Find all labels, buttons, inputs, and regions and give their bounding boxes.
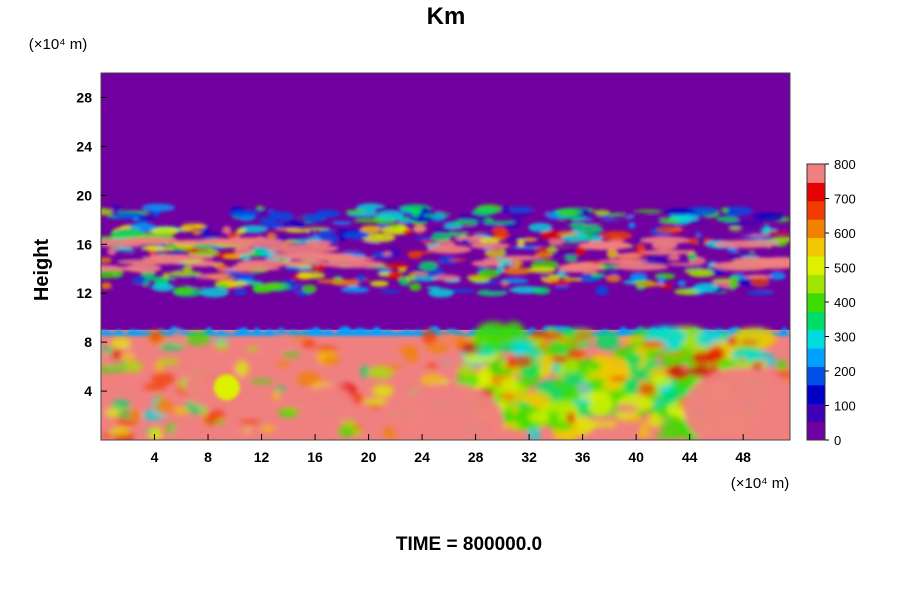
colorbar-swatch [807,403,825,423]
y-tick-label: 16 [76,236,92,252]
x-tick-label: 8 [204,449,212,465]
colorbar-swatch [807,237,825,257]
colorbar-swatch [807,256,825,275]
y-tick-label: 12 [76,285,92,301]
colorbar-tick-label: 500 [834,261,856,276]
y-tick-label: 4 [84,383,92,399]
colorbar-tick-label: 600 [834,226,856,241]
km-field [101,203,790,440]
colorbar-swatch [807,384,825,404]
plot-area [101,73,790,440]
colorbar-tick-label: 800 [834,157,856,172]
y-axis-label: Height [31,239,53,302]
chart-title: Km [427,3,466,30]
colorbar-tick-label: 0 [834,433,841,448]
x-tick-label: 48 [735,449,751,465]
plot-frame [100,72,791,441]
y-tick-label: 28 [76,89,92,105]
colorbar-swatch [807,200,825,220]
x-tick-label: 4 [151,449,159,465]
lower-layer-eddies [101,321,790,440]
x-tick-label: 40 [628,449,644,465]
y-tick-label: 20 [76,187,92,203]
colorbar-tick-label: 700 [834,192,856,207]
colorbar-swatch [807,366,825,386]
colorbar-tick-label: 100 [834,399,856,414]
time-label: TIME = 800000.0 [396,534,542,555]
colorbar-tick-label: 400 [834,295,856,310]
colorbar-swatch [807,219,825,239]
y-tick-label: 24 [76,138,92,154]
lower-layer-edge [101,326,790,336]
x-tick-label: 12 [254,449,270,465]
x-tick-label: 16 [307,449,323,465]
x-axis: 4 8 12 16 20 24 28 32 36 40 44 48 [151,434,751,465]
x-tick-label: 24 [414,449,430,465]
colorbar-swatch [807,274,825,294]
colorbar-swatch [807,348,825,367]
y-unit-label: (×10⁴ m) [29,36,88,53]
x-tick-label: 28 [468,449,484,465]
colorbar-swatch [807,421,825,441]
colorbar-tick-label: 300 [834,330,856,345]
colorbar-swatch [807,164,825,183]
x-unit-label: (×10⁴ m) [731,475,790,492]
colorbar-swatch [807,311,825,331]
y-tick-label: 8 [84,334,92,350]
upper-layer [101,203,790,298]
eddy-core [213,374,240,401]
colorbar: 0 100 200 300 400 500 600 700 800 [806,157,856,448]
x-tick-label: 20 [361,449,377,465]
lower-layer [101,321,790,440]
x-tick-label: 36 [575,449,591,465]
x-tick-label: 32 [521,449,537,465]
colorbar-tick-label: 200 [834,364,856,379]
colorbar-swatch [807,292,825,312]
colorbar-swatch [807,182,825,202]
y-axis: 4 8 12 16 20 24 28 [76,89,107,399]
x-tick-label: 44 [682,449,698,465]
colorbar-swatch [807,329,825,349]
